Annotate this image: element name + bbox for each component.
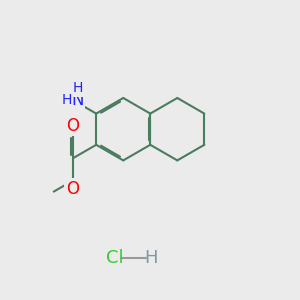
Text: N: N xyxy=(72,91,84,109)
Text: Cl: Cl xyxy=(106,250,123,268)
Text: O: O xyxy=(66,117,79,135)
Text: O: O xyxy=(66,180,79,198)
Text: H: H xyxy=(61,93,71,107)
Text: H: H xyxy=(73,82,83,95)
Text: H: H xyxy=(145,250,158,268)
